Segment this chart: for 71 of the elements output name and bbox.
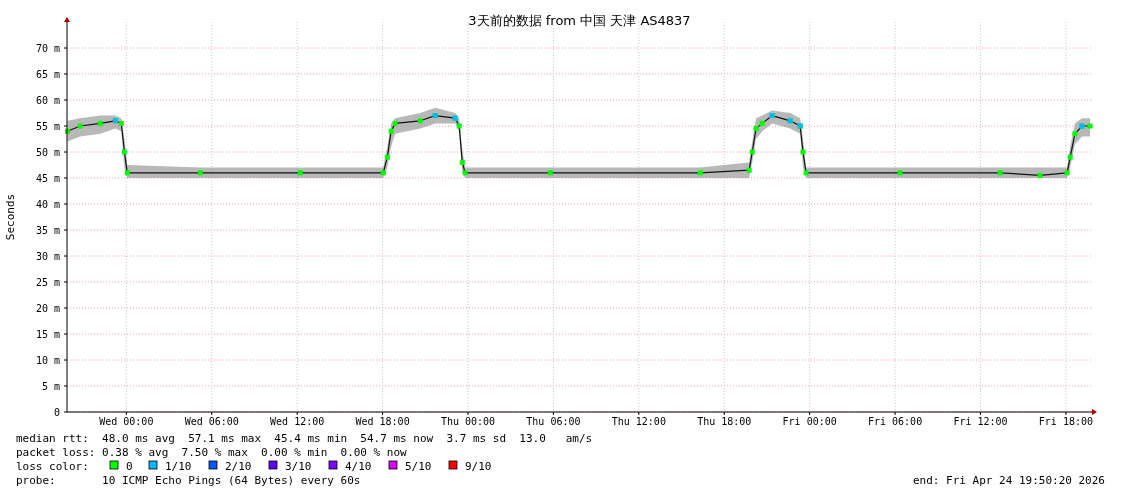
text: median rtt: 48.0 ms avg 57.1 ms max 45.4 ms min 54.7 ms now 3.7 ms sd 13.0 am/s [16, 432, 593, 445]
text: end: Fri Apr 24 19:50:20 2026 [912, 474, 1105, 487]
point [697, 170, 703, 176]
chart-title: 3天前的数据 from 中国 天津 AS4837 [468, 13, 691, 28]
y-axis-title: Seconds [4, 193, 17, 241]
y-tick-label: 0 [53, 406, 60, 418]
text: packet loss: 0.38 % avg 7.50 % max 0.00 % min 0.00 % now [16, 446, 408, 459]
point [897, 170, 903, 176]
x-tick-label: Fri 12:00 [953, 416, 1008, 427]
x-tick-label: Fri 18:00 [1038, 416, 1093, 427]
point [384, 154, 390, 160]
y-tick-label: 65 m [35, 68, 60, 80]
point [124, 170, 130, 176]
point [462, 170, 468, 176]
legend-label: 2/10 [225, 460, 252, 473]
point [121, 149, 127, 155]
point [803, 170, 809, 176]
x-tick-label: Fri 06:00 [867, 416, 923, 427]
y-tick-label: 5 m [41, 380, 60, 392]
y-tick-label: 50 m [35, 146, 60, 158]
y-tick-label: 10 m [35, 354, 60, 366]
x-tick-label: Thu 00:00 [440, 416, 496, 427]
point [749, 149, 755, 155]
legend-label: 5/10 [405, 460, 432, 473]
y-tick-label: 25 m [35, 276, 60, 288]
legend-title: loss color: [16, 460, 89, 473]
y-tick-label: 45 m [35, 172, 60, 184]
x-tick-label: Thu 18:00 [697, 416, 752, 427]
y-tick-label: 20 m [35, 302, 60, 314]
point [759, 120, 765, 126]
legend-label: 1/10 [165, 460, 192, 473]
point [1087, 123, 1093, 129]
x-tick-label: Thu 12:00 [611, 416, 666, 427]
y-tick-label: 30 m [35, 250, 60, 262]
point [388, 128, 394, 134]
point [456, 123, 462, 129]
point [753, 126, 759, 132]
point [417, 118, 423, 124]
x-tick-label: Wed 00:00 [99, 416, 154, 427]
y-tick-label: 55 m [35, 120, 60, 132]
point [800, 149, 806, 155]
y-tick-label: 70 m [35, 42, 60, 54]
point [380, 170, 386, 176]
point [1067, 154, 1073, 160]
point [97, 120, 103, 126]
point [1037, 172, 1043, 178]
x-tick-label: Wed 06:00 [184, 416, 239, 427]
point [77, 123, 83, 129]
point [997, 170, 1003, 176]
y-tick-label: 35 m [35, 224, 60, 236]
legend-label: 3/10 [285, 460, 312, 473]
x-tick-label: Thu 06:00 [526, 416, 581, 427]
x-tick-label: Wed 18:00 [355, 416, 410, 427]
point [459, 159, 465, 165]
y-tick-label: 60 m [35, 94, 60, 106]
x-tick-label: Wed 12:00 [270, 416, 325, 427]
point [392, 120, 398, 126]
text: probe: 10 ICMP Echo Pings (64 Bytes) every 60s [16, 474, 361, 487]
point [197, 170, 203, 176]
legend-label: 4/10 [345, 460, 372, 473]
point [547, 170, 553, 176]
y-tick-label: 15 m [35, 328, 60, 340]
x-tick-label: Fri 00:00 [782, 416, 837, 427]
point [118, 120, 124, 126]
legend-label: 0 [126, 460, 133, 473]
point [746, 167, 752, 173]
legend-label: 9/10 [465, 460, 492, 473]
y-tick-label: 40 m [35, 198, 60, 210]
point [297, 170, 303, 176]
point [1072, 131, 1078, 137]
point [1064, 170, 1070, 176]
